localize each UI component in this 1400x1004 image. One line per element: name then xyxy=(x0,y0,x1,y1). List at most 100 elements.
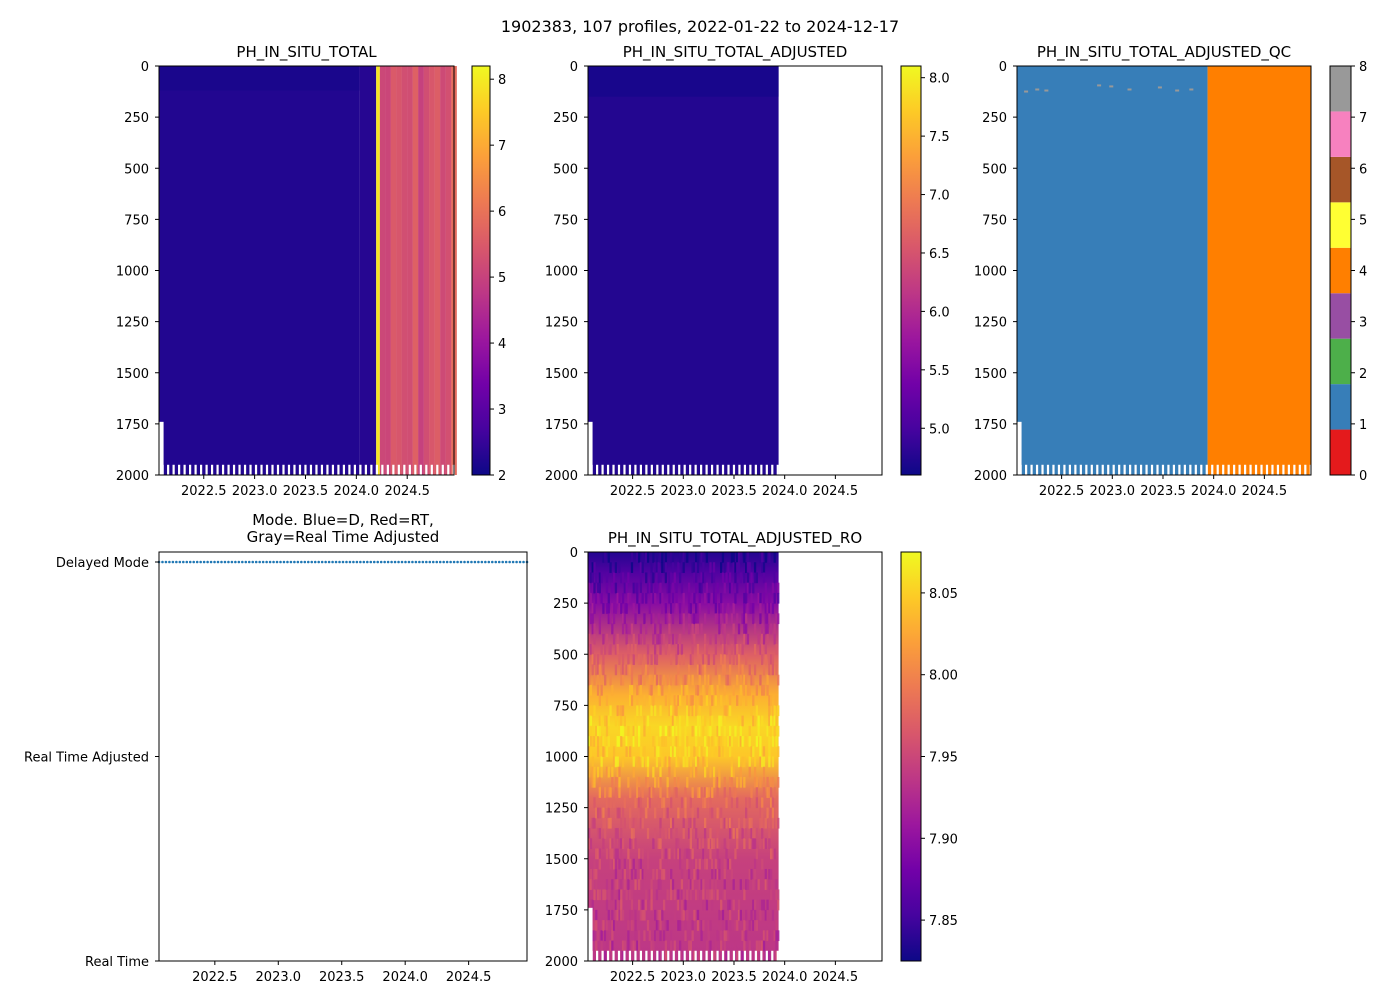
ph_adjusted_ro-cell xyxy=(766,879,769,890)
mode-point xyxy=(334,560,338,564)
mode-point xyxy=(258,560,261,564)
ph_adjusted_ro-cell xyxy=(618,592,621,604)
ph_adjusted_ro-cell xyxy=(675,838,678,850)
ph_adjusted_ro-cell xyxy=(629,664,632,676)
ph_adjusted_ro-cell xyxy=(607,715,610,727)
ph_adjusted_ro-cell xyxy=(645,807,648,819)
ph_adjusted_ro-profile-gap xyxy=(694,950,697,961)
ph_adjusted_ro-cell xyxy=(655,930,659,942)
ph_adjusted_ro-cell xyxy=(680,613,684,625)
ph_adjusted_qc-flag-mark xyxy=(1035,88,1040,91)
ph_adjusted_ro-cell xyxy=(716,684,719,696)
ph_adjusted_ro-cell xyxy=(598,715,601,727)
ph_adjusted_ro-cell xyxy=(618,766,621,778)
ph_adjusted_ro-cell xyxy=(721,889,725,901)
ph_adjusted-profile-gap xyxy=(678,464,681,475)
ph_adjusted_ro-cell xyxy=(680,848,684,860)
mode-point xyxy=(355,560,359,564)
ph_adjusted-profile-gap xyxy=(710,464,714,475)
ph_adjusted_ro-cell xyxy=(739,766,742,778)
ph_adjusted_ro-cell xyxy=(662,899,666,911)
ph_adjusted_ro-cell xyxy=(707,736,710,747)
ph_adjusted_ro-cell xyxy=(752,920,755,931)
ph_adjusted_ro-cell xyxy=(773,879,776,890)
ph_adjusted_ro-cell xyxy=(768,705,771,717)
ph_adjusted_ro-cell xyxy=(696,787,700,798)
ph_adjusted_ro-cell xyxy=(777,930,780,942)
ph_adjusted_ro-cell xyxy=(657,838,660,850)
ph_adjusted_qc-flag-mark xyxy=(1024,90,1029,93)
ph_adjusted_ro-cell xyxy=(682,674,685,686)
ph_adjusted_ro-cell xyxy=(675,654,678,665)
ph_adjusted_ro-cell xyxy=(723,787,726,798)
ph_adjusted_ro-cell xyxy=(723,736,726,747)
ph_adjusted_ro-title: PH_IN_SITU_TOTAL_ADJUSTED_RO xyxy=(608,529,862,548)
ph_adjusted_ro-cell xyxy=(634,920,637,931)
ph_adjusted_ro-cell xyxy=(734,940,737,952)
ph_adjusted_ro-cell xyxy=(598,858,601,870)
ph_adjusted_ro-cell xyxy=(655,756,659,768)
ph_adjusted_ro-cell xyxy=(637,654,641,665)
ph_adjusted_ro-cell xyxy=(598,613,601,625)
ph_adjusted_qc-profile-gap xyxy=(1271,464,1274,475)
ph_adjusted_ro-cell xyxy=(727,674,730,686)
ph_adjusted-cbar-label: 8.0 xyxy=(929,72,950,87)
ph_adjusted_ro-cell xyxy=(595,868,598,880)
ph_adjusted_ro-cell xyxy=(700,572,703,584)
ph_adjusted_ro-cell xyxy=(746,572,750,584)
ph_adjusted_ro-cell xyxy=(686,736,689,747)
ph_adjusted_ro-cell xyxy=(618,715,621,727)
ph_adjusted_ro-cell xyxy=(703,592,707,604)
ph_adjusted_ro-cell xyxy=(616,848,619,860)
ph_adjusted_qc-profile-gap xyxy=(1046,464,1050,475)
ph_adjusted_ro-cell xyxy=(695,613,698,625)
ph_adjusted_ro-cell xyxy=(654,807,657,819)
ph_adjusted_ro-cell xyxy=(611,766,614,778)
ph_adjusted_ro-cell xyxy=(609,858,612,870)
ph_adjusted_ro-cell xyxy=(620,572,623,584)
mode-bg xyxy=(159,552,527,961)
ph_adjusted_ro-cell xyxy=(678,858,682,870)
ph_adjusted_ro-cell xyxy=(636,552,639,563)
ph_adjusted_ro-cell xyxy=(750,828,753,839)
ph_adjusted_ro-cell xyxy=(691,592,694,604)
ph_adjusted_ro-cell xyxy=(589,736,593,747)
ph_adjusted_ro-cell xyxy=(607,736,610,747)
ph_adjusted_ro-cell xyxy=(777,817,780,829)
ph_adjusted_ro-cell xyxy=(736,654,739,665)
ph_total-cbar-label: 3 xyxy=(498,403,506,418)
ph_total-column xyxy=(401,66,408,475)
mode-point xyxy=(306,560,310,564)
ph_adjusted_ro-cell xyxy=(771,664,775,676)
ph_adjusted_ro-cell xyxy=(636,684,639,696)
ph_adjusted_qc-profile-gap xyxy=(1183,464,1186,475)
ph_adjusted_ro-cell xyxy=(693,858,696,870)
ph_adjusted_ro-cell xyxy=(596,582,600,594)
ph_adjusted_ro-cell xyxy=(661,868,664,880)
ph_adjusted_ro-cell xyxy=(605,920,609,931)
ph_adjusted_ro-xtick-label: 2023.0 xyxy=(661,970,707,985)
ph_adjusted_ro-cell xyxy=(716,828,719,839)
ph_adjusted_ro-cell xyxy=(739,684,742,696)
ph_adjusted_ro-cell xyxy=(746,562,750,573)
ph_adjusted_ro-cell xyxy=(743,684,746,696)
ph_adjusted-first-profile-gap xyxy=(588,421,593,475)
ph_adjusted_ro-cell xyxy=(623,797,626,809)
ph_adjusted_ro-cell xyxy=(771,603,775,614)
ph_adjusted_ro-cell xyxy=(768,603,771,614)
ph_adjusted_ro-cell xyxy=(769,797,773,809)
ph_adjusted_ro-cell xyxy=(761,858,764,870)
ph_adjusted_ro-cell xyxy=(703,766,707,778)
ph_adjusted_ro-cell xyxy=(712,889,716,901)
ph_adjusted_ro-profile-gap xyxy=(721,950,725,961)
ph_adjusted_ro-cell xyxy=(678,654,682,665)
ph_adjusted_ro-cell xyxy=(686,776,689,788)
ph_adjusted_ro-cell xyxy=(721,552,725,563)
ph_adjusted_ro-cell xyxy=(682,828,685,839)
ph_adjusted_ro-cell xyxy=(761,828,764,839)
mode-point xyxy=(268,560,272,564)
ph_adjusted_ro-cell xyxy=(609,562,612,573)
ph_adjusted_ro-cell xyxy=(714,695,717,706)
ph_adjusted_ro-cell xyxy=(775,715,778,727)
ph_adjusted_ro-cell xyxy=(700,725,703,737)
